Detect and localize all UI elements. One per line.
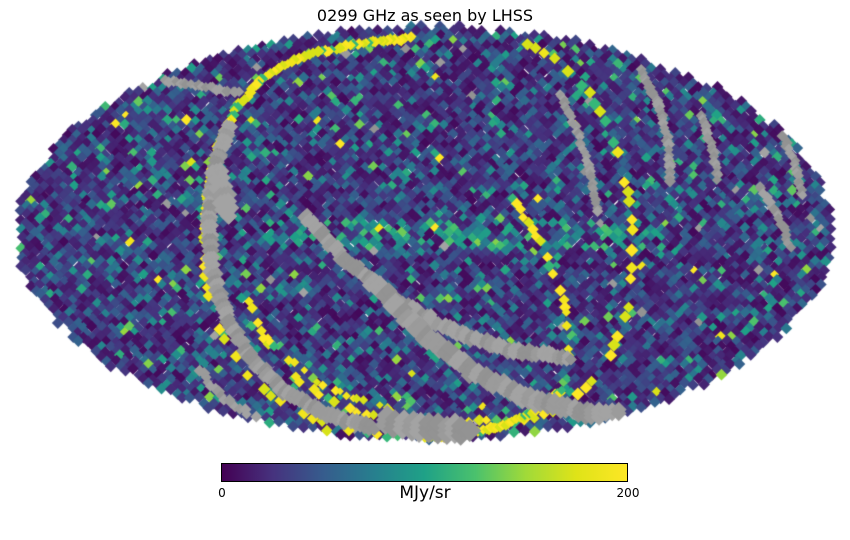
figure-title: 0299 GHz as seen by LHSS bbox=[316, 6, 534, 25]
colorbar bbox=[221, 463, 628, 482]
colorbar-tick-max: 200 bbox=[616, 486, 640, 500]
colorbar-tick-min: 0 bbox=[218, 486, 226, 500]
colorbar-label: MJy/sr bbox=[399, 483, 451, 503]
